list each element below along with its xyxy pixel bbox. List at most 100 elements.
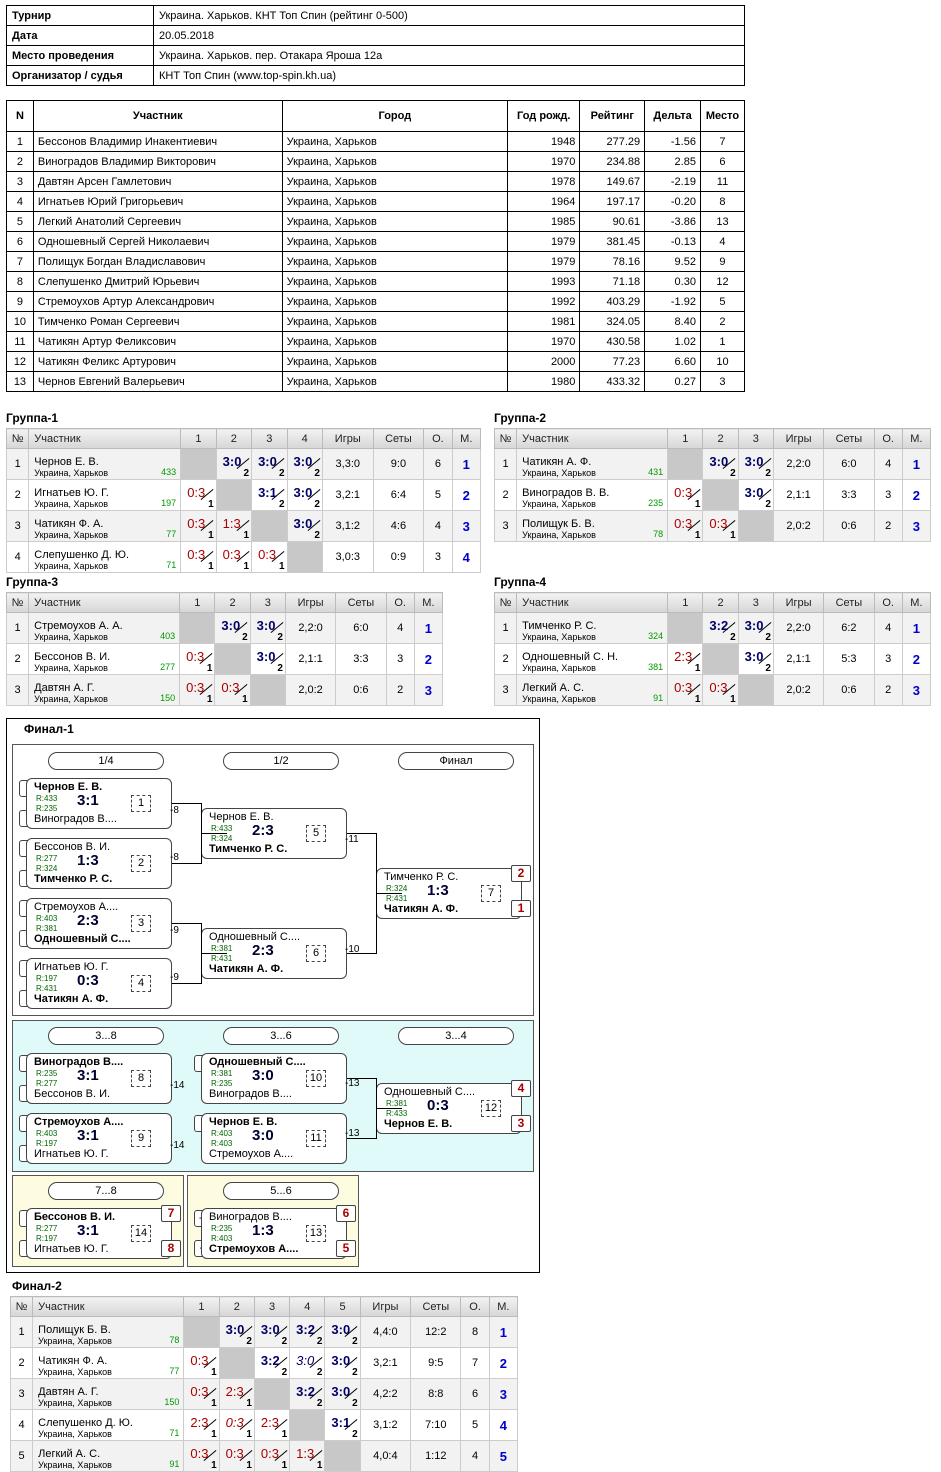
info-key: Турнир bbox=[6, 5, 154, 26]
score: 3:2 bbox=[260, 1353, 280, 1368]
participant-cell: Украина, Харьков bbox=[281, 351, 509, 372]
match-score-cell: 0:3 1 bbox=[179, 643, 216, 675]
group-column-header: Игры bbox=[321, 428, 374, 449]
score: 2:3 bbox=[260, 1415, 279, 1430]
match-score-cell: 0:3 1 bbox=[183, 1440, 220, 1472]
place-a: 7 bbox=[161, 1205, 181, 1222]
participant-cell: 11 bbox=[699, 171, 746, 192]
participant-cell: Давтян Арсен Гамлетович bbox=[32, 171, 283, 192]
match-points: 2 bbox=[281, 1336, 288, 1347]
participant-cell: 1979 bbox=[507, 231, 581, 252]
loser-destination: -14 bbox=[170, 1140, 185, 1151]
score: 0:3 bbox=[674, 516, 693, 531]
match-points: 1 bbox=[208, 530, 214, 541]
match-score-cell: 3:0 2 bbox=[737, 612, 774, 644]
round-label: 3...8 bbox=[48, 1027, 164, 1045]
points: 3 bbox=[423, 541, 453, 573]
participant-cell: Стремоухов Артур Александрович bbox=[32, 291, 283, 312]
match-score-cell: 0:3 1 bbox=[180, 479, 217, 511]
match-box: Виноградов В.... R:235 R:277 3:1 8 Бессонов В… bbox=[26, 1053, 172, 1104]
group-column-header: 1 bbox=[180, 428, 217, 449]
group-3-title: Группа-3 bbox=[6, 575, 59, 589]
place: 2 bbox=[413, 643, 444, 675]
match-number: 1 bbox=[131, 795, 151, 812]
match-score-cell: 1:3 1 bbox=[215, 510, 253, 542]
games: 2,1:1 bbox=[284, 643, 337, 675]
games: 4,4:0 bbox=[359, 1316, 412, 1348]
match-score-cell: 3:0 2 bbox=[737, 448, 774, 480]
match-result: 3:0 bbox=[252, 1067, 274, 1084]
participant-cell: Украина, Харьков bbox=[281, 171, 509, 192]
player-rating: 77 bbox=[166, 529, 177, 539]
score: 0:3 bbox=[190, 1353, 209, 1368]
participant-cell: Украина, Харьков bbox=[281, 271, 509, 292]
score: 2:3 bbox=[225, 1384, 244, 1399]
score: 3:2 bbox=[296, 1384, 315, 1399]
player-a: Одношевный С.... bbox=[209, 1056, 306, 1068]
match-result: 3:1 bbox=[77, 1127, 99, 1144]
points: 5 bbox=[423, 479, 453, 511]
participant-cell: -3.86 bbox=[644, 211, 701, 232]
place: 2 bbox=[901, 643, 932, 675]
row-number: 2 bbox=[493, 643, 518, 675]
match-score-cell: 3:0 2 bbox=[215, 448, 253, 480]
rating-b: R:324 bbox=[211, 834, 233, 843]
place: 4 bbox=[488, 1409, 519, 1441]
match-points: 1 bbox=[206, 694, 213, 705]
match-score-cell: 1:3 1 bbox=[289, 1440, 326, 1472]
player-b: Чернов Е. В. bbox=[384, 1118, 453, 1130]
group-column-header: О. bbox=[873, 592, 903, 613]
player-city: Украина, Харьков bbox=[38, 1398, 112, 1408]
points: 7 bbox=[460, 1347, 490, 1379]
participant-cell: 0.30 bbox=[644, 271, 701, 292]
match-score-cell: 3:2 2 bbox=[702, 612, 739, 644]
place: 3 bbox=[451, 510, 482, 542]
info-value: 20.05.2018 bbox=[153, 25, 745, 46]
match-score-cell: 0:3 1 bbox=[179, 674, 216, 706]
self-cell bbox=[702, 479, 739, 511]
score: 2:3 bbox=[190, 1415, 209, 1430]
self-cell bbox=[286, 541, 323, 573]
match-result: 2:3 bbox=[252, 942, 274, 959]
match-points: 2 bbox=[316, 1398, 323, 1409]
bracket-connector bbox=[347, 833, 377, 834]
match-result: 3:1 bbox=[77, 1067, 99, 1084]
group-row: 5 Легкий А. С. Украина, Харьков 91 0:3 1 0:3 1 0… bbox=[9, 1440, 519, 1472]
participant-cell: 12 bbox=[699, 271, 746, 292]
round-label: Финал bbox=[398, 752, 514, 770]
match-score-cell: 3:0 2 bbox=[249, 612, 286, 644]
group-column-header: Сеты bbox=[410, 1296, 462, 1317]
match-points: 1 bbox=[208, 499, 214, 510]
points: 4 bbox=[460, 1440, 490, 1472]
match-score-cell: 3:0 2 bbox=[286, 479, 323, 511]
points: 4 bbox=[385, 612, 415, 644]
place: 1 bbox=[901, 612, 932, 644]
group-column-header: 3 bbox=[737, 592, 774, 613]
participant-cell: 1980 bbox=[507, 371, 581, 392]
sets: 0:6 bbox=[823, 510, 875, 542]
group-2-table: № Участник 1 2 3 Игры Сеты О. М. 1 Чатикян А. Ф. Ук… bbox=[493, 428, 932, 542]
match-points: 2 bbox=[316, 1367, 323, 1378]
player-b: Чатикян А. Ф. bbox=[384, 903, 459, 915]
sets: 9:5 bbox=[410, 1347, 462, 1379]
row-number: 1 bbox=[493, 448, 518, 480]
participant-cell: 71.18 bbox=[579, 271, 646, 292]
player-b: Игнатьев Ю. Г. bbox=[34, 1148, 109, 1160]
participant-cell: 9 bbox=[6, 291, 34, 312]
player-city: Украина, Харьков bbox=[522, 468, 596, 478]
player-a: Чернов Е. В. bbox=[209, 1116, 278, 1128]
match-points: 1 bbox=[281, 1460, 288, 1471]
participant-cell: Одношевный Сергей Николаевич bbox=[32, 231, 283, 252]
participant-cell: Украина, Харьков bbox=[281, 251, 509, 272]
group-column-header: 5 bbox=[324, 1296, 361, 1317]
info-row: Организатор / судья КНТ Топ Спин (www.top… bbox=[6, 65, 745, 86]
group-row: 2 Виноградов В. В. Украина, Харьков 235 0:3 1… bbox=[493, 479, 932, 511]
participant-cell: 9.52 bbox=[644, 251, 701, 272]
participant-cell: 6 bbox=[6, 231, 34, 252]
player-cell: Игнатьев Ю. Г. Украина, Харьков 197 bbox=[28, 479, 182, 511]
match-score-cell: 3:0 2 bbox=[737, 643, 774, 675]
match-score-cell: 3:0 2 bbox=[702, 448, 739, 480]
group-row: 3 Чатикян Ф. А. Украина, Харьков 77 0:3 1 1:3 1… bbox=[5, 510, 482, 542]
participant-cell: 2 bbox=[6, 151, 34, 172]
match-number: 8 bbox=[131, 1070, 151, 1087]
